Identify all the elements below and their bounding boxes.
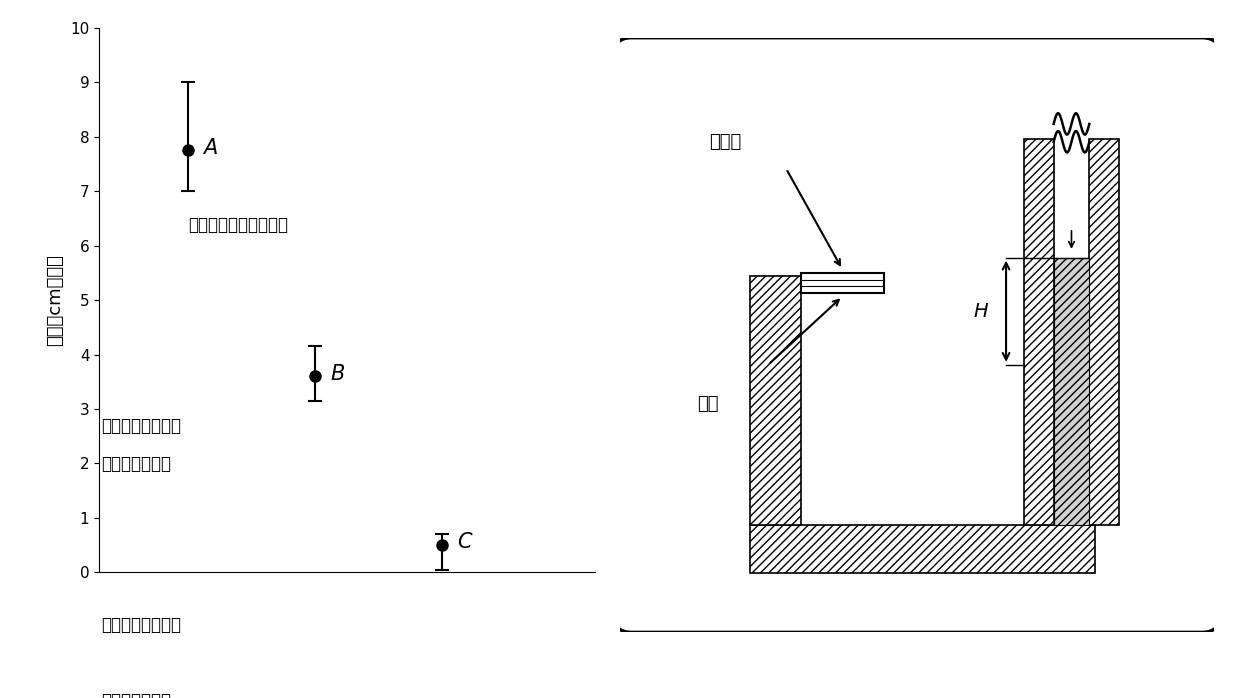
Bar (1023, 139, 1053, 526)
Text: 水侧：超亲水性: 水侧：超亲水性 (102, 455, 172, 473)
Text: B: B (331, 364, 344, 384)
Bar (1053, 258, 1089, 526)
Bar (751, 276, 800, 526)
Bar (1089, 139, 1119, 526)
Y-axis label: 压力（cm压头）: 压力（cm压头） (47, 254, 64, 346)
Text: 水侧：超疏水性: 水侧：超疏水性 (102, 692, 172, 698)
Text: A: A (203, 138, 218, 158)
Bar (751, 526, 1095, 573)
Text: 空气侧: 空气侧 (709, 133, 741, 151)
Text: 空气侧：超亲水性: 空气侧：超亲水性 (102, 616, 182, 634)
Text: 水侧: 水侧 (696, 394, 719, 413)
FancyBboxPatch shape (613, 38, 1220, 632)
Text: 两侧均为超疏水性涂层: 两侧均为超疏水性涂层 (188, 216, 289, 234)
Text: C: C (457, 533, 472, 552)
Text: H: H (974, 302, 989, 321)
Bar (800, 273, 885, 293)
Text: 空气侧：超疏水性: 空气侧：超疏水性 (102, 417, 182, 435)
